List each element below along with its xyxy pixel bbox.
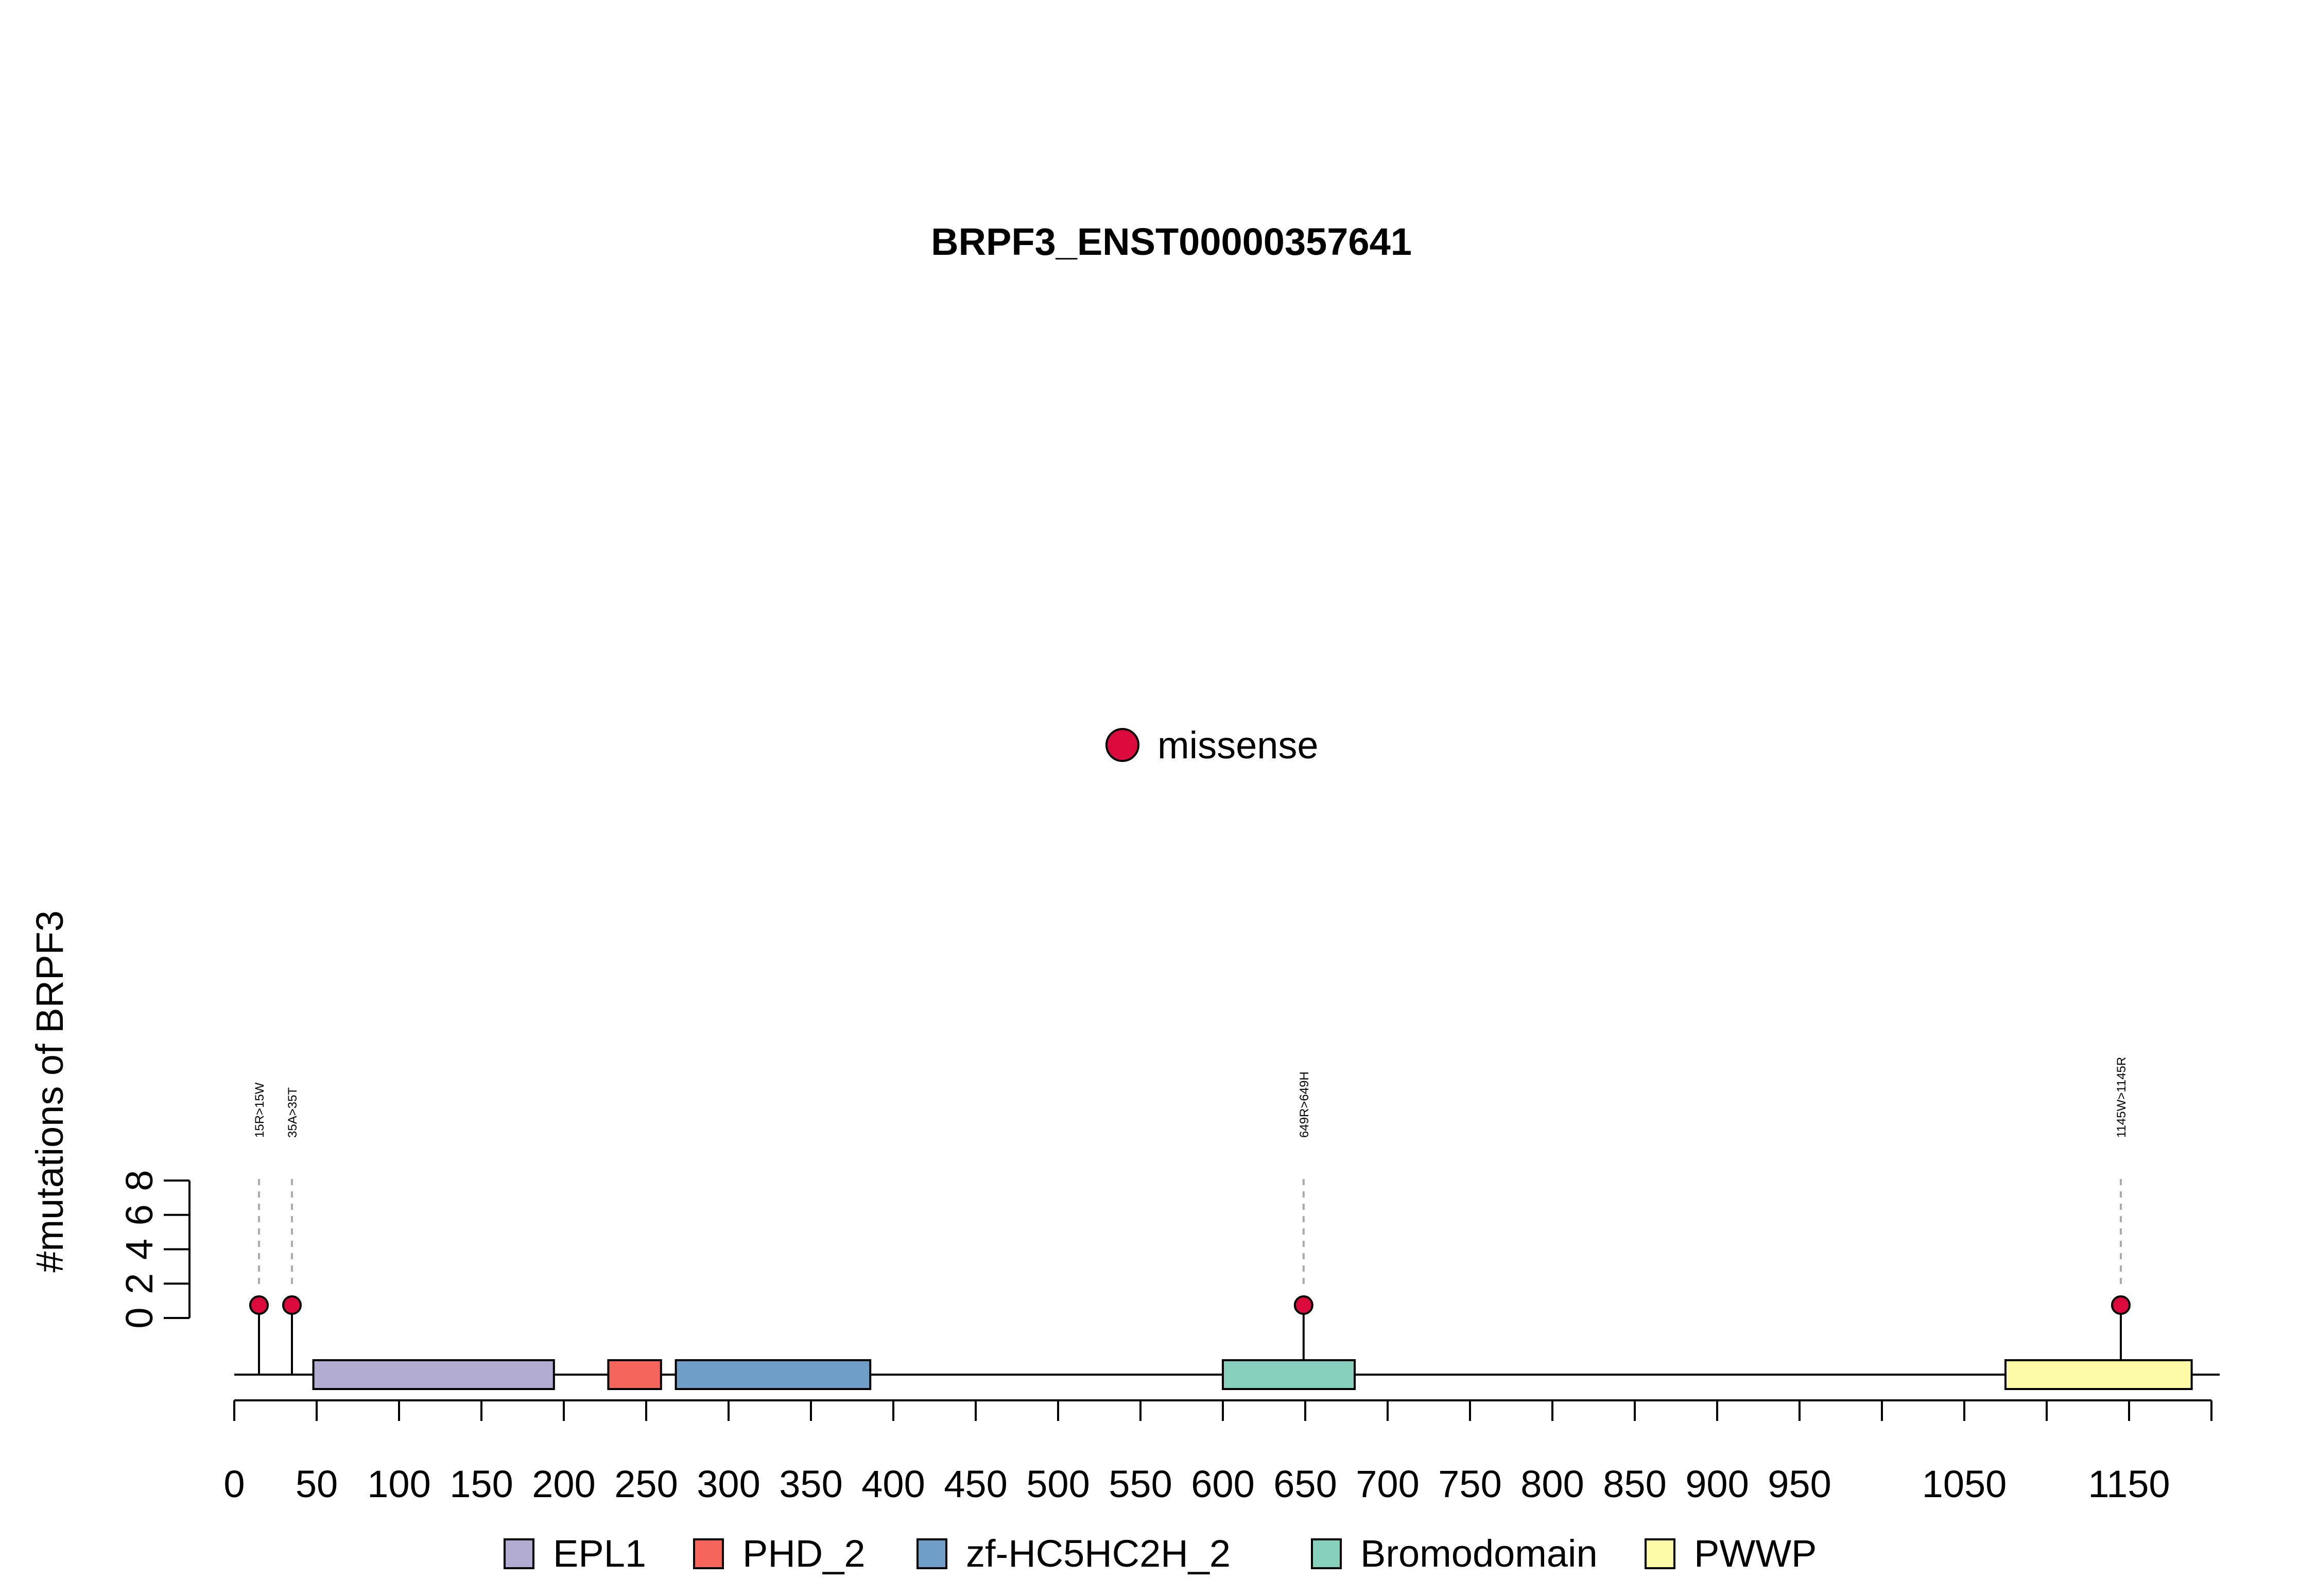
chart-title: BRPF3_ENST00000357641 xyxy=(931,220,1412,263)
legend-swatch-PWWP xyxy=(1645,1538,1675,1569)
lollipop-head-1145 xyxy=(2111,1295,2131,1315)
x-tick-label-200: 200 xyxy=(532,1463,595,1505)
legend-label-zf-HC5HC2H_2: zf-HC5HC2H_2 xyxy=(966,1532,1231,1575)
domain-PWWP xyxy=(2004,1359,2193,1390)
y-tick-label-0: 0 xyxy=(118,1307,161,1328)
mutation-label-649: 649R>649H xyxy=(1298,1071,1311,1138)
lollipop-head-35 xyxy=(282,1295,302,1315)
mutation-label-1145: 1145W>1145R xyxy=(2115,1057,2129,1138)
mutation-label-15: 15R>15W xyxy=(253,1082,267,1138)
legend-swatch-PHD_2 xyxy=(693,1538,724,1569)
domain-PHD_2 xyxy=(607,1359,662,1390)
x-tick-label-950: 950 xyxy=(1768,1463,1831,1505)
mutation-legend: missense xyxy=(1105,724,1319,767)
legend-label-PHD_2: PHD_2 xyxy=(742,1532,866,1575)
x-tick-label-0: 0 xyxy=(223,1463,245,1505)
y-axis: 0 2 4 6 8 xyxy=(118,1170,191,1329)
legend-marker-missense xyxy=(1105,728,1139,762)
legend-swatch-Bromodomain xyxy=(1311,1538,1342,1569)
y-tick-label-6: 6 xyxy=(118,1204,161,1225)
y-tick-label-2: 2 xyxy=(118,1273,161,1294)
y-tick-label-4: 4 xyxy=(118,1239,161,1260)
domains xyxy=(312,1359,2193,1390)
legend-label-missense: missense xyxy=(1157,724,1319,767)
domain-EPL1 xyxy=(312,1359,555,1390)
x-tick-label-1150: 1150 xyxy=(2088,1463,2170,1505)
lollipops: 15R>15W 35A>35T 649R>649H 1145W>1145R xyxy=(249,1057,2131,1315)
x-tick-label-550: 550 xyxy=(1109,1463,1172,1505)
legend-swatch-zf-HC5HC2H_2 xyxy=(917,1538,947,1569)
lollipop-head-15 xyxy=(249,1295,269,1315)
x-tick-label-250: 250 xyxy=(614,1463,678,1505)
domain-legend: EPL1 PHD_2 zf-HC5HC2H_2 Bromodomain PWWP xyxy=(504,1532,1817,1575)
x-tick-label-650: 650 xyxy=(1273,1463,1337,1505)
x-tick-label-1050: 1050 xyxy=(1922,1463,2007,1505)
x-tick-label-350: 350 xyxy=(779,1463,842,1505)
legend-label-Bromodomain: Bromodomain xyxy=(1360,1532,1598,1575)
x-tick-label-500: 500 xyxy=(1026,1463,1090,1505)
lollipop-head-649 xyxy=(1293,1295,1313,1315)
x-tick-label-300: 300 xyxy=(697,1463,760,1505)
y-axis-title: #mutations of BRPF3 xyxy=(28,910,71,1272)
legend-label-PWWP: PWWP xyxy=(1694,1532,1817,1575)
x-tick-label-800: 800 xyxy=(1520,1463,1584,1505)
x-tick-label-450: 450 xyxy=(944,1463,1007,1505)
x-tick-label-850: 850 xyxy=(1603,1463,1666,1505)
y-tick-label-8: 8 xyxy=(118,1170,161,1191)
legend-swatch-EPL1 xyxy=(504,1538,534,1569)
x-tick-label-150: 150 xyxy=(449,1463,513,1505)
mutation-label-35: 35A>35T xyxy=(286,1087,300,1138)
x-tick-label-600: 600 xyxy=(1191,1463,1254,1505)
x-tick-label-400: 400 xyxy=(861,1463,925,1505)
x-tick-label-700: 700 xyxy=(1356,1463,1419,1505)
x-tick-label-750: 750 xyxy=(1438,1463,1501,1505)
x-axis: 0 50 100 150 200 250 300 350 400 450 500 550 600 650 7… xyxy=(223,1399,2212,1505)
domain-zf-HC5HC2H_2 xyxy=(675,1359,872,1390)
legend-label-EPL1: EPL1 xyxy=(553,1532,646,1575)
x-tick-label-100: 100 xyxy=(367,1463,430,1505)
x-tick-label-50: 50 xyxy=(296,1463,338,1505)
domain-Bromodomain xyxy=(1222,1359,1356,1390)
x-tick-label-900: 900 xyxy=(1685,1463,1749,1505)
